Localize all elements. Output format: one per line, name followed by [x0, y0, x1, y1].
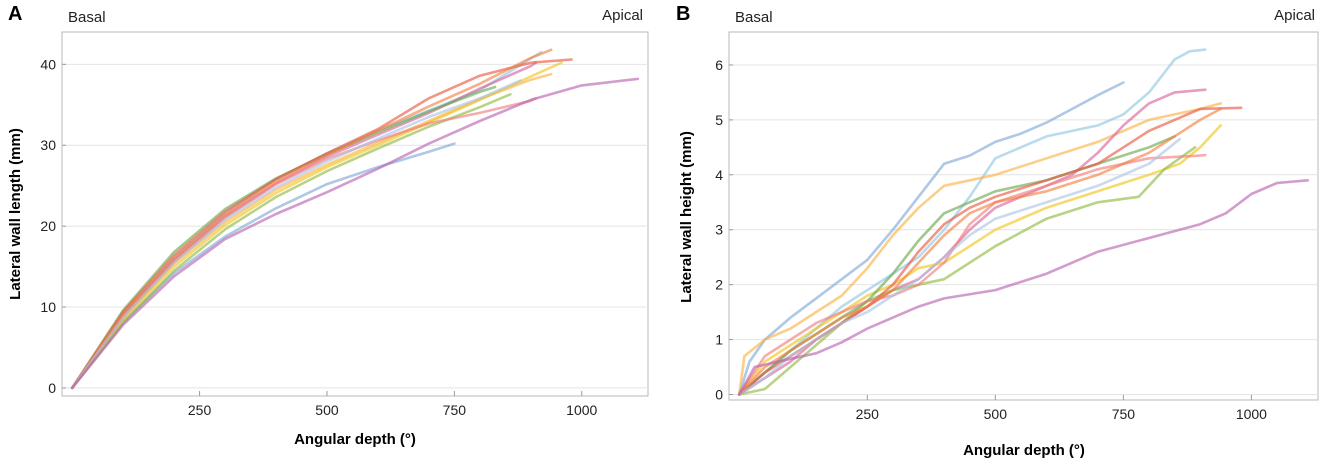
panel-a-basal-label: Basal	[68, 9, 106, 26]
panel-b-ticks: 0 1 2 3 4 5 6 250 500 750 1000	[715, 57, 1267, 422]
panel-a: A Basal Apical 0 10 20 30 40 250 500 750 1000 An…	[7, 3, 649, 448]
panel-a-series-line-7	[70, 85, 497, 390]
panel-a-series-line-10	[70, 48, 553, 390]
panel-a-series-line-11	[70, 79, 522, 390]
panel-b-x-tick-label: 500	[984, 406, 1008, 422]
panel-b-x-axis-title: Angular depth (°)	[963, 442, 1085, 459]
panel-a-y-tick-label: 30	[40, 137, 56, 153]
panel-a-series-line-9	[70, 97, 538, 390]
panel-b-x-tick-label: 1000	[1236, 406, 1267, 422]
panel-a-gridlines	[62, 63, 648, 389]
panel-b: B Basal Apical 0 1 2 3 4 5 6 250 500 750 1000 Angu…	[676, 3, 1319, 459]
panel-b-series	[737, 48, 1310, 396]
panel-b-y-tick-label: 2	[715, 277, 723, 293]
panel-b-y-tick-label: 5	[715, 112, 723, 128]
panel-b-apical-label: Apical	[1274, 7, 1315, 24]
panel-a-series-line-1	[70, 142, 456, 390]
panel-a-x-tick-label: 750	[443, 402, 467, 418]
panel-a-y-tick-label: 20	[40, 218, 56, 234]
panel-b-y-tick-label: 1	[715, 332, 723, 348]
panel-a-y-axis-title: Lateral wall length (mm)	[7, 128, 24, 300]
panel-a-x-tick-label: 250	[188, 402, 212, 418]
panel-b-y-tick-label: 6	[715, 57, 723, 73]
panel-b-series-line-6	[737, 146, 1197, 396]
panel-a-series	[70, 48, 640, 390]
panel-a-x-tick-label: 1000	[566, 402, 597, 418]
panel-b-y-axis-title: Lateral wall height (mm)	[678, 131, 695, 303]
panel-b-y-tick-label: 0	[715, 387, 723, 403]
panel-b-series-line-12	[737, 179, 1310, 396]
panel-a-series-line-8	[70, 58, 573, 390]
panel-b-y-tick-label: 3	[715, 222, 723, 238]
panel-b-x-tick-label: 250	[856, 406, 880, 422]
panel-a-plot-frame	[61, 31, 649, 397]
panel-a-x-tick-label: 500	[315, 402, 339, 418]
panel-a-series-line-12	[70, 77, 640, 390]
panel-a-apical-label: Apical	[602, 7, 643, 24]
panel-a-letter: A	[8, 3, 22, 25]
panel-b-basal-label: Basal	[735, 9, 773, 26]
panel-b-letter: B	[676, 3, 690, 25]
panel-b-plot-frame	[728, 31, 1319, 401]
panel-a-y-tick-label: 0	[48, 380, 56, 396]
panel-a-x-axis-title: Angular depth (°)	[294, 431, 416, 448]
panel-a-y-tick-label: 40	[40, 56, 56, 72]
panel-b-series-line-3	[737, 102, 1222, 396]
panel-b-x-tick-label: 750	[1112, 406, 1136, 422]
panel-b-series-line-10	[737, 107, 1222, 396]
panel-b-series-line-1	[737, 81, 1125, 396]
panel-a-y-tick-label: 10	[40, 299, 56, 315]
panel-a-series-line-6	[70, 93, 512, 390]
panel-a-ticks: 0 10 20 30 40 250 500 750 1000	[40, 56, 597, 418]
panel-b-y-tick-label: 4	[715, 167, 723, 183]
panel-b-series-line-11	[737, 137, 1181, 396]
